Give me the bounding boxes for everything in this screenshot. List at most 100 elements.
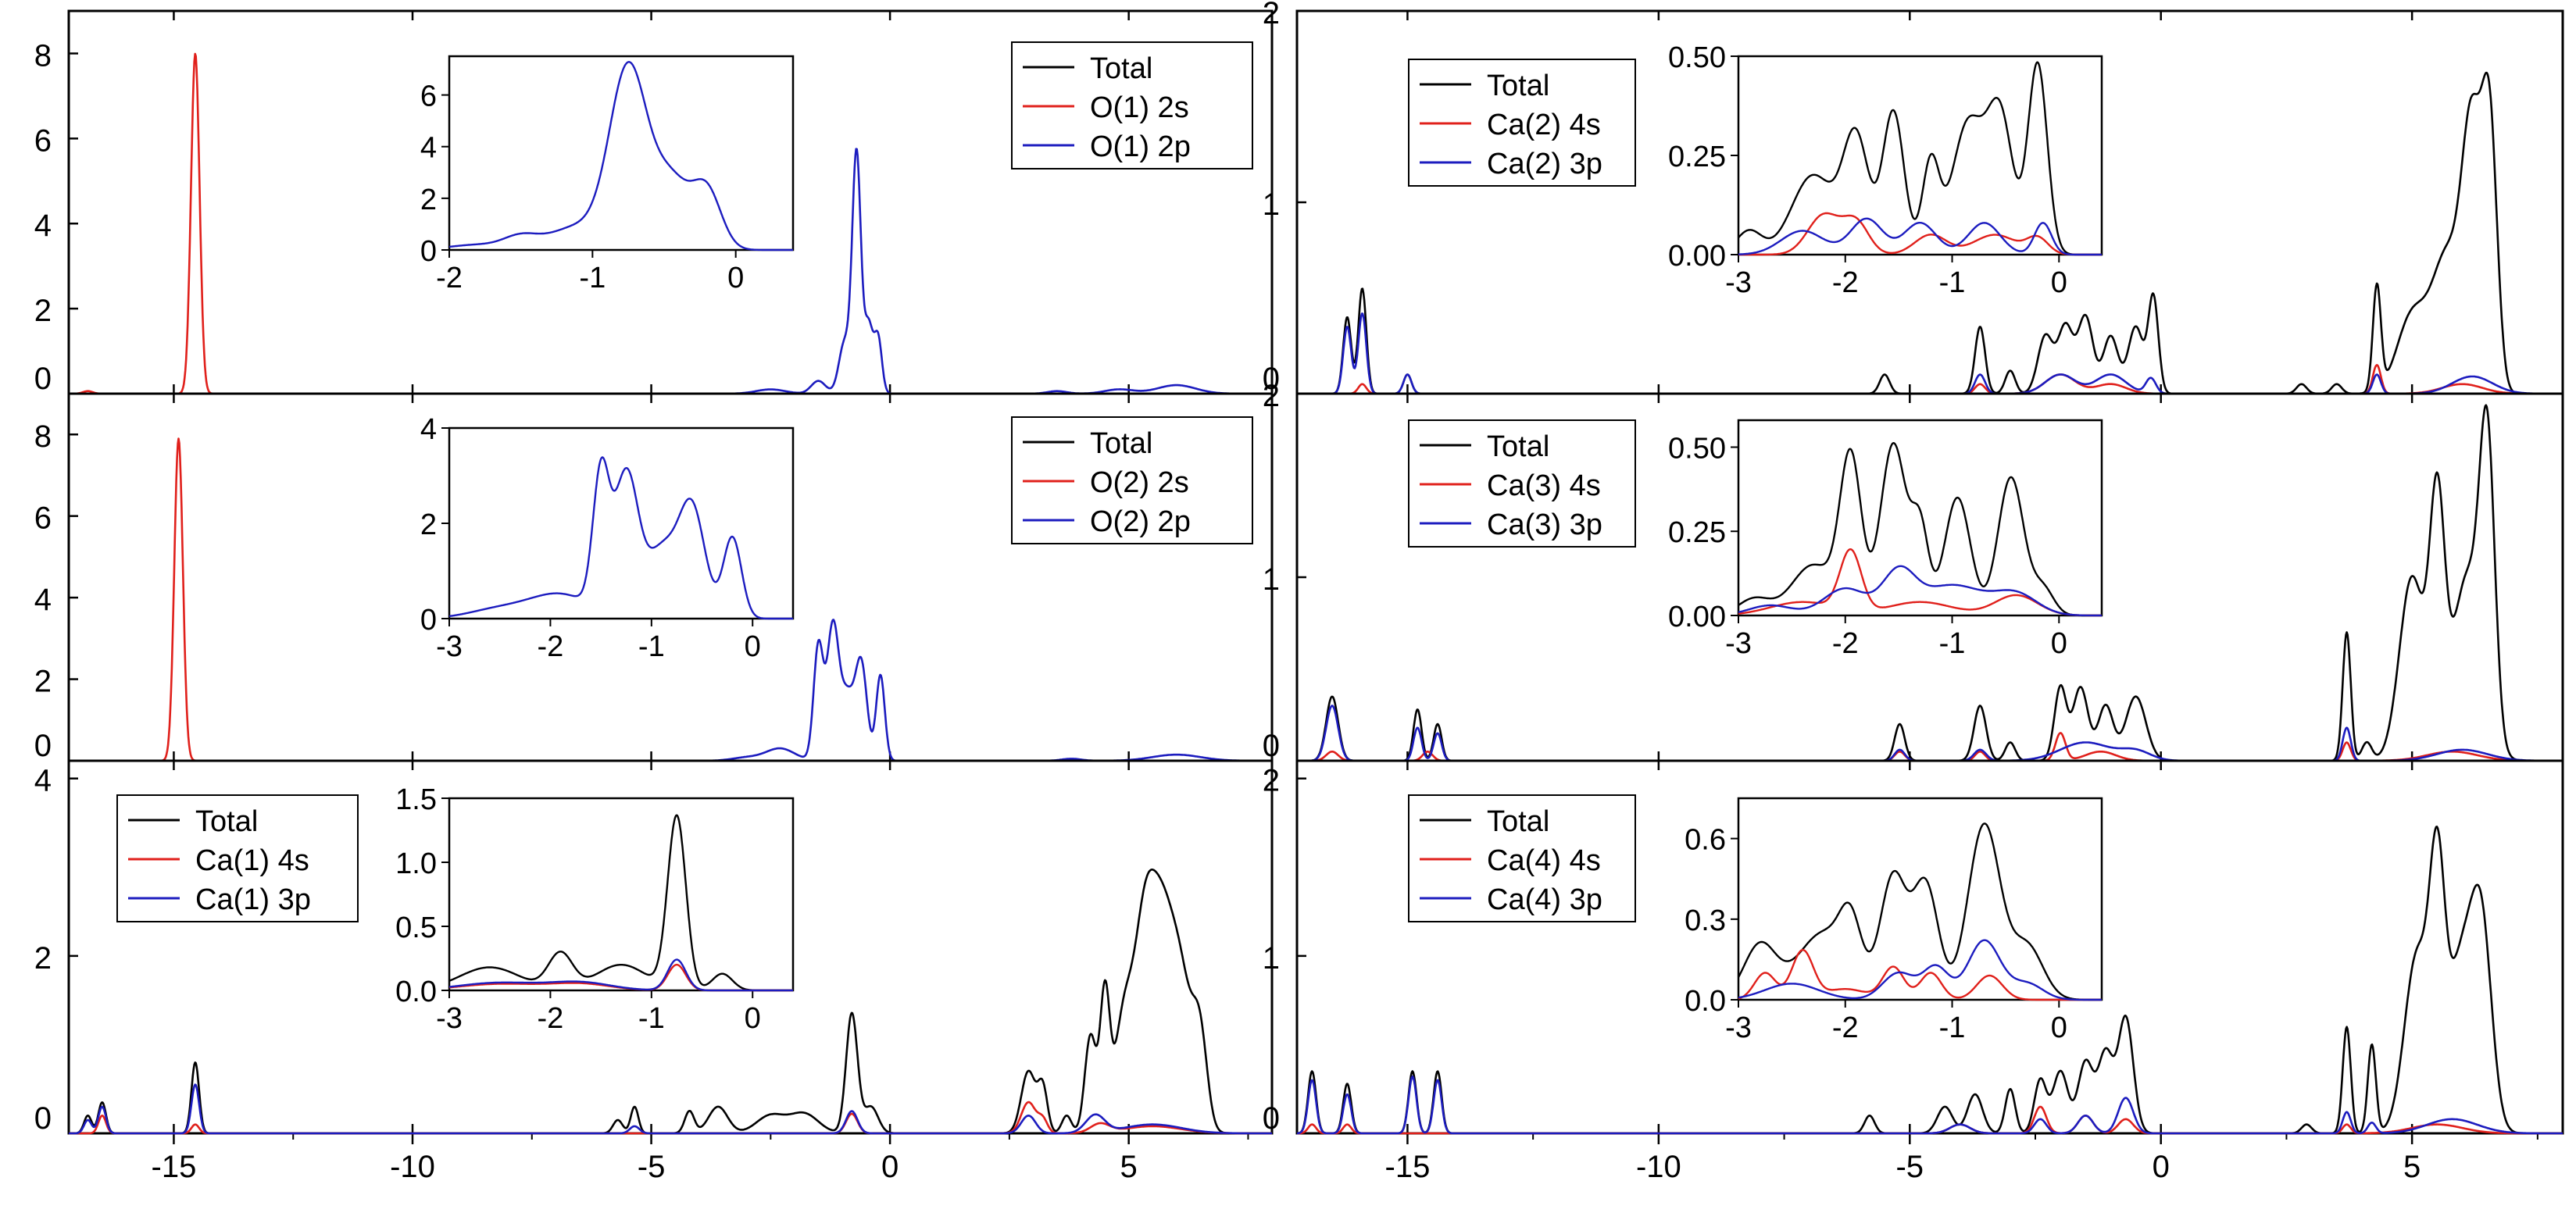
y-tick-label: 0: [1263, 1101, 1280, 1136]
inset-y-tick-label: 0.25: [1668, 141, 1726, 173]
inset-x-tick-label: -2: [436, 262, 463, 294]
legend-label: Ca(1) 4s: [195, 844, 309, 877]
x-tick-label: -10: [390, 1150, 435, 1184]
x-tick-label: -5: [1895, 1150, 1924, 1184]
legend-label: Total: [1090, 52, 1152, 85]
inset-x-tick-label: 0: [727, 262, 744, 294]
legend-p1: Total O(2) 2s O(2) 2p: [1011, 416, 1253, 544]
inset-x-tick-label: 0: [2051, 1011, 2067, 1044]
legend-label: Ca(3) 4s: [1487, 469, 1601, 502]
inset-x-tick-label: -2: [538, 1002, 564, 1035]
y-tick-label: 2: [1263, 0, 1280, 30]
inset-x-tick-label: -1: [638, 1002, 665, 1035]
legend-label: Ca(3) 3p: [1487, 508, 1602, 541]
series-p-line: [68, 1083, 1273, 1135]
y-tick-label: 2: [1263, 764, 1280, 798]
y-tick-label: 2: [34, 665, 52, 699]
x-tick-label: 0: [881, 1150, 899, 1184]
x-tick-label: 5: [2403, 1150, 2421, 1184]
inset-p3: 0.00 0.25 0.50 -3 -2 -1 0: [1668, 41, 2103, 299]
inset-x-tick-label: -2: [538, 630, 564, 663]
y-tick-label: 0: [1263, 362, 1280, 396]
y-tick-label: 6: [34, 123, 52, 158]
inset-y-tick-label: 0.50: [1668, 41, 1726, 74]
inset-series-s-line: [1738, 212, 2103, 256]
legend-p0: Total O(1) 2s O(1) 2p: [1011, 41, 1253, 169]
inset-series-p-line: [448, 61, 794, 252]
legend-label: Total: [1487, 430, 1549, 463]
y-tick-label: 0: [34, 362, 52, 396]
legend-label: Total: [1090, 427, 1152, 460]
x-tick-label: -15: [1385, 1150, 1431, 1184]
series-p-line: [1296, 1076, 2563, 1135]
inset-x-tick-label: -3: [1725, 627, 1752, 660]
inset-x-tick-label: -3: [1725, 266, 1752, 299]
inset-x-tick-label: -1: [638, 630, 665, 663]
inset-y-tick-label: 0: [420, 604, 437, 637]
panel-p1: 0 2 4 6 8 0 2 4 -3 -2 -1 0 Total O(2) 2s O(2) 2p: [34, 392, 1274, 763]
panel-p2: 024-15 -10 -5 0 50.00.51.01.5-3 -2 -1 0TotalCa(…: [34, 759, 1274, 1184]
inset-y-tick-label: 0.00: [1668, 240, 1726, 273]
y-tick-label: 0: [1263, 729, 1280, 763]
y-tick-label: 1: [1263, 562, 1280, 597]
x-tick-label: -15: [152, 1150, 197, 1184]
inset-frame: [1737, 55, 2103, 256]
legend-label: Ca(4) 3p: [1487, 883, 1602, 916]
legend-p3: Total Ca(2) 4s Ca(2) 3p: [1408, 59, 1636, 187]
inset-x-tick-label: 0: [2051, 266, 2067, 299]
inset-y-tick-label: 4: [420, 413, 437, 446]
inset-y-tick-label: 0.6: [1685, 824, 1726, 857]
y-tick-label: 4: [34, 583, 52, 617]
inset-y-tick-label: 2: [420, 508, 437, 541]
y-tick-label: 8: [34, 419, 52, 454]
inset-series-p-line: [448, 456, 794, 620]
series-p-line: [1296, 705, 2563, 762]
x-tick-label: -10: [1636, 1150, 1681, 1184]
legend-label: Ca(1) 3p: [195, 883, 311, 916]
inset-y-tick-label: 0.50: [1668, 432, 1726, 465]
x-tick-label: 5: [1120, 1150, 1138, 1184]
y-tick-label: 4: [34, 764, 52, 798]
legend-label: Total: [195, 805, 258, 838]
y-tick-label: 4: [34, 209, 52, 243]
inset-frame: [448, 426, 795, 620]
legend-label: Total: [1487, 70, 1549, 102]
x-tick-label: -5: [638, 1150, 666, 1184]
legend-label: O(2) 2p: [1090, 505, 1191, 538]
inset-x-tick-label: 0: [745, 630, 761, 663]
series-s-line: [1296, 732, 2563, 762]
inset-series-total-line: [1738, 61, 2103, 256]
y-tick-label: 2: [1263, 379, 1280, 413]
panel-p0: 0 2 4 6 8 0 2 4 6 -2 -1 0 Total O(1) 2s O(1) 2p: [34, 9, 1274, 396]
inset-p5: 0.0 0.3 0.6 -3 -2 -1 0: [1685, 797, 2103, 1044]
inset-p0: 0 2 4 6 -2 -1 0: [420, 55, 795, 294]
inset-y-tick-label: 4: [420, 132, 437, 165]
y-tick-label: 1: [1263, 187, 1280, 222]
inset-x-tick-label: -2: [1832, 266, 1859, 299]
legend-label: Ca(2) 4s: [1487, 109, 1601, 141]
inset-series-p-line: [1738, 217, 2103, 256]
inset-x-tick-label: -1: [1939, 266, 1966, 299]
inset-p4: 0.00 0.25 0.50 -3 -2 -1 0: [1668, 419, 2103, 660]
x-tick-label: 0: [2153, 1150, 2170, 1184]
inset-x-tick-label: 0: [2051, 627, 2067, 660]
inset-y-tick-label: 0.00: [1668, 601, 1726, 633]
y-tick-label: 1: [1263, 941, 1280, 976]
inset-y-tick-label: 2: [420, 184, 437, 216]
inset-frame: [448, 797, 795, 992]
inset-series-total-line: [448, 814, 794, 992]
panel-p4: 0 1 2 0.00 0.25 0.50 -3 -2 -1 0 Total Ca(3) 4s Ca(3)…: [1263, 379, 2564, 763]
legend-label: Ca(2) 3p: [1487, 148, 1602, 180]
inset-x-tick-label: -2: [1832, 627, 1859, 660]
y-tick-label: 8: [34, 38, 52, 73]
inset-y-tick-label: 0.0: [1685, 985, 1726, 1018]
inset-x-tick-label: -1: [579, 262, 606, 294]
inset-y-tick-label: 0.5: [395, 912, 437, 944]
legend-p5: Total Ca(4) 4s Ca(4) 3p: [1408, 794, 1636, 922]
inset-series-p-line: [1738, 939, 2103, 1001]
inset-y-tick-label: 0.0: [395, 976, 437, 1008]
inset-series-total-line: [1738, 442, 2103, 617]
legend-label: O(1) 2p: [1090, 130, 1191, 163]
y-tick-label: 6: [34, 501, 52, 536]
